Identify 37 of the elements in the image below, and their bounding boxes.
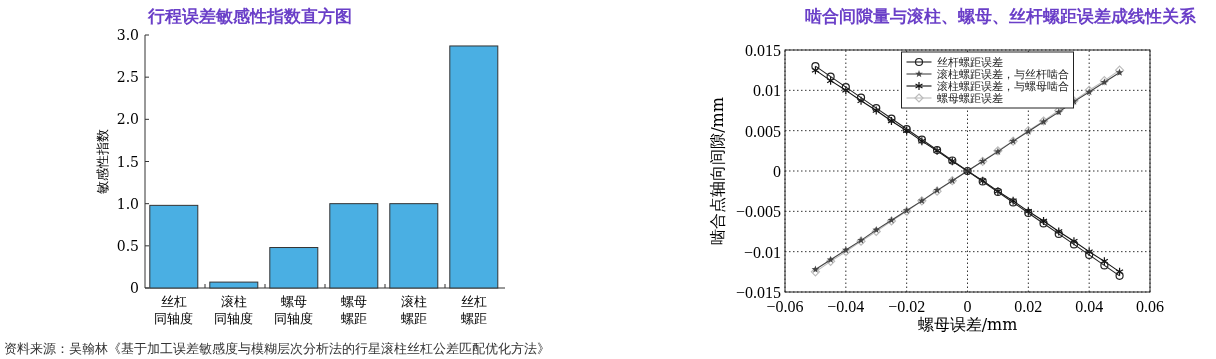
y-tick-label: 0.005 [745,122,781,140]
y-tick-label: 2.0 [116,111,139,128]
y-tick-label: 0 [773,163,781,180]
y-tick-label: −0.005 [735,203,781,221]
x-tick-label: 0.04 [1075,298,1104,315]
x-tick-label: 滚柱螺距 [400,294,427,326]
x-tick-label: 滚柱同轴度 [214,294,254,326]
legend-label: 滚柱螺距误差，与丝杆啮合 [936,68,1069,81]
legend-label: 丝杆螺距误差 [936,56,1003,69]
x-tick-label: 0.06 [1136,298,1164,315]
y-tick-label: 0.5 [116,237,139,254]
x-tick-label: −0.02 [888,298,926,315]
legend-label: 螺母螺距误差 [936,92,1003,105]
x-tick-label: −0.04 [827,298,865,315]
x-tick-label: 0.02 [1014,298,1043,315]
x-axis-title: 螺母误差/mm [917,315,1018,334]
y-tick-label: −0.015 [735,284,781,301]
y-axis-title: 啮合点轴向间隙/mm [708,97,727,245]
y-tick-label: 2.5 [116,69,139,86]
x-tick-label: 丝杠螺距 [460,294,487,326]
x-tick-label: 0 [963,298,972,315]
chart-title: 行程误差敏感性指数直方图 [147,6,352,26]
y-tick-label: 1.0 [116,195,139,212]
text: 资料来源：吴翰林《基于加工误差敏感度与模糊层次分析法的行星滚柱丝杠公差匹配优化方法》 [4,341,550,356]
y-tick-label: 0.01 [753,82,781,100]
x-tick-label: 螺母螺距 [340,294,367,326]
y-tick-label: 1.5 [116,153,139,170]
y-tick-label: 0 [130,280,139,296]
x-tick-label: 螺母同轴度 [274,294,314,326]
y-tick-label: −0.01 [743,243,781,261]
y-tick-label: 3.0 [116,27,139,43]
legend-label: 滚柱螺距误差，与螺母啮合 [936,80,1069,93]
y-tick-label: 0.015 [745,42,781,59]
x-tick-label: 丝杠同轴度 [154,294,194,326]
y-axis-title: 敏感性指数 [95,129,110,194]
chart-title: 啮合间隙量与滚柱、螺母、丝杆螺距误差成线性关系 [804,6,1197,26]
x-tick-label: −0.06 [766,298,804,315]
